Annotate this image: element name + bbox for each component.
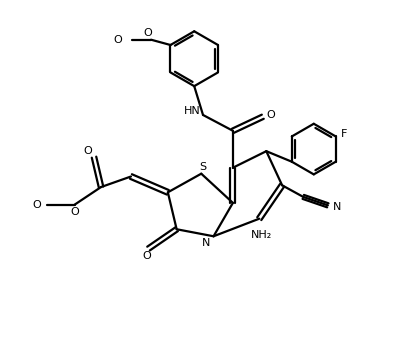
Text: S: S [200, 162, 207, 172]
Text: NH₂: NH₂ [251, 229, 272, 240]
Text: O: O [142, 251, 151, 261]
Text: O: O [32, 200, 41, 210]
Text: N: N [332, 202, 341, 212]
Text: F: F [341, 128, 348, 139]
Text: O: O [143, 28, 152, 38]
Text: HN: HN [184, 106, 200, 116]
Text: N: N [202, 238, 211, 247]
Text: O: O [70, 207, 79, 217]
Text: O: O [113, 35, 122, 45]
Text: O: O [266, 110, 275, 120]
Text: O: O [83, 146, 92, 156]
